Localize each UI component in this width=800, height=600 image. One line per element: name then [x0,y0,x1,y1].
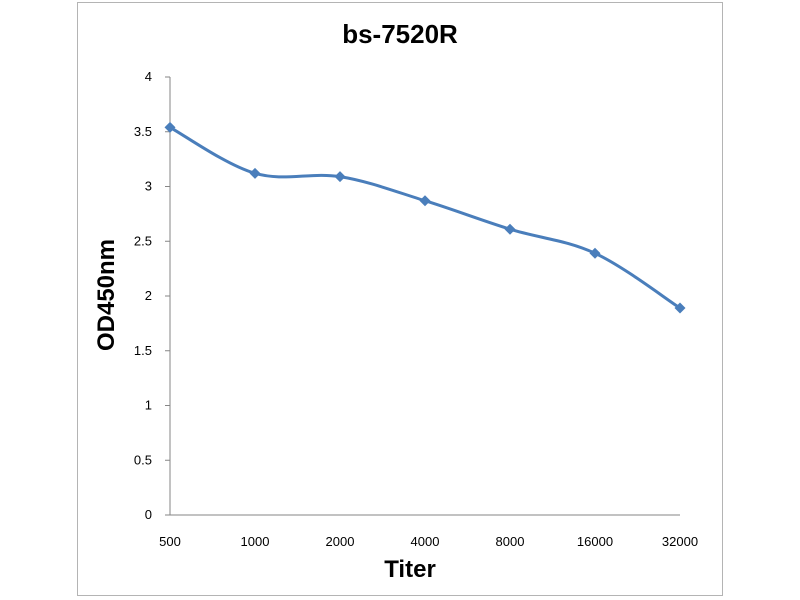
x-tick-label: 500 [159,534,181,549]
y-tick-label: 0.5 [134,452,152,467]
data-point-marker [589,247,601,259]
series-line [169,126,681,310]
data-point-marker [504,223,516,235]
data-point-marker [674,302,686,314]
y-tick-label: 4 [145,69,152,84]
data-point-marker [334,171,346,183]
data-series [164,121,686,314]
x-tick-label: 16000 [577,534,613,549]
data-point-marker [164,121,176,133]
data-point-marker [419,195,431,207]
x-tick-labels: 500 1000 2000 4000 8000 16000 32000 [159,534,698,549]
y-tick-label: 1 [145,398,152,413]
chart-frame [77,2,723,596]
x-tick-label: 2000 [326,534,355,549]
x-tick-label: 4000 [411,534,440,549]
y-tick-label: 3.5 [134,124,152,139]
y-tick-label: 0 [145,507,152,522]
y-tick-label: 2 [145,288,152,303]
data-point-marker [249,167,261,179]
y-tick-label: 3 [145,179,152,194]
axes [169,77,680,516]
x-tick-label: 8000 [496,534,525,549]
chart-title: bs-7520R [342,19,458,49]
x-tick-label: 32000 [662,534,698,549]
y-tick-label: 2.5 [134,233,152,248]
y-axis-title: OD450nm [93,239,120,351]
x-axis-title: Titer [384,556,436,583]
y-tick-label: 1.5 [134,343,152,358]
y-tick-labels: 0 0.5 1 1.5 2 2.5 3 3.5 4 [134,69,170,522]
x-tick-label: 1000 [241,534,270,549]
